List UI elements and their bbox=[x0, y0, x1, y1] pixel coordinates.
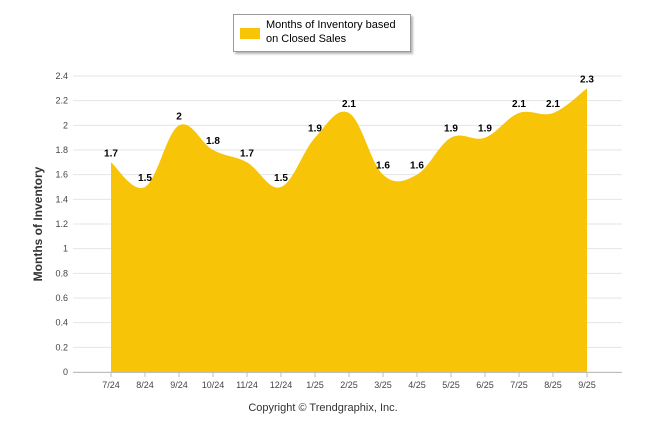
data-label: 1.6 bbox=[376, 161, 390, 172]
y-tick-label: 2.2 bbox=[55, 96, 68, 106]
data-label: 1.6 bbox=[410, 161, 424, 172]
legend: Months of Inventory based on Closed Sale… bbox=[233, 14, 411, 52]
x-tick-label: 4/25 bbox=[408, 380, 426, 390]
y-tick-label: 1.6 bbox=[55, 170, 68, 180]
x-tick-label: 6/25 bbox=[476, 380, 494, 390]
data-label: 2.1 bbox=[512, 99, 526, 110]
data-label: 1.5 bbox=[138, 173, 152, 184]
x-tick-label: 8/25 bbox=[544, 380, 562, 390]
x-tick-label: 12/24 bbox=[270, 380, 293, 390]
x-tick-label: 10/24 bbox=[202, 380, 225, 390]
data-label: 1.7 bbox=[240, 148, 254, 159]
y-tick-label: 0 bbox=[63, 367, 68, 377]
y-tick-label: 0.6 bbox=[55, 293, 68, 303]
x-axis bbox=[73, 372, 622, 377]
data-label: 2.1 bbox=[342, 99, 356, 110]
x-tick-label: 3/25 bbox=[374, 380, 392, 390]
x-tick-label: 7/24 bbox=[102, 380, 120, 390]
x-tick-label: 5/25 bbox=[442, 380, 460, 390]
y-tick-label: 0.2 bbox=[55, 342, 68, 352]
copyright-text: Copyright © Trendgraphix, Inc. bbox=[248, 402, 398, 414]
data-label: 1.9 bbox=[308, 124, 322, 135]
y-tick-label: 0.8 bbox=[55, 268, 68, 278]
data-label: 2.3 bbox=[580, 74, 594, 85]
x-axis-ticks: 7/24 8/24 9/24 10/24 11/24 12/24 1/25 2/25 3/25 4… bbox=[102, 380, 596, 390]
y-tick-label: 2 bbox=[63, 120, 68, 130]
data-label: 2.1 bbox=[546, 99, 560, 110]
y-tick-label: 1 bbox=[63, 244, 68, 254]
x-tick-label: 8/24 bbox=[136, 380, 154, 390]
data-label: 2 bbox=[176, 111, 182, 122]
x-tick-label: 11/24 bbox=[236, 380, 258, 390]
legend-swatch bbox=[240, 28, 260, 39]
y-tick-label: 1.2 bbox=[55, 219, 68, 229]
data-label: 1.9 bbox=[478, 124, 492, 135]
area-series bbox=[111, 88, 587, 372]
x-tick-label: 9/24 bbox=[170, 380, 188, 390]
data-label: 1.5 bbox=[274, 173, 288, 184]
area-series-fill bbox=[111, 88, 587, 372]
data-label: 1.7 bbox=[104, 148, 118, 159]
legend-label: Months of Inventory based on Closed Sale… bbox=[266, 19, 396, 45]
x-tick-label: 9/25 bbox=[578, 380, 596, 390]
y-axis-label: Months of Inventory bbox=[31, 166, 45, 281]
x-tick-label: 2/25 bbox=[340, 380, 358, 390]
y-axis-ticks: 0 0.2 0.4 0.6 0.8 1 1.2 1.4 1.6 1.8 2 2.2 2.4 bbox=[55, 71, 68, 377]
y-tick-label: 1.4 bbox=[55, 194, 68, 204]
y-tick-label: 2.4 bbox=[55, 71, 68, 81]
x-tick-label: 7/25 bbox=[510, 380, 528, 390]
x-tick-label: 1/25 bbox=[306, 380, 324, 390]
data-labels: 1.7 1.5 2 1.8 1.7 1.5 1.9 2.1 1.6 1.6 1.9 1.9 2.1 2.1… bbox=[104, 74, 594, 184]
y-tick-label: 0.4 bbox=[55, 318, 68, 328]
data-label: 1.9 bbox=[444, 124, 458, 135]
y-tick-label: 1.8 bbox=[55, 145, 68, 155]
data-label: 1.8 bbox=[206, 136, 220, 147]
